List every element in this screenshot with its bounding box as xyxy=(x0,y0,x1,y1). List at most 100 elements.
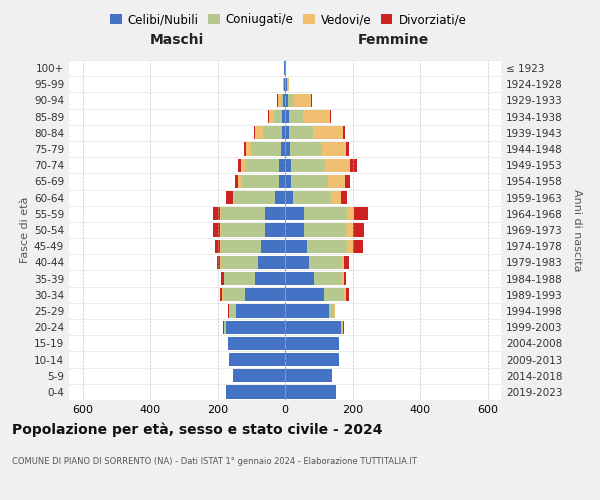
Bar xyxy=(220,256,221,269)
Bar xyxy=(220,224,221,236)
Bar xyxy=(220,207,221,220)
Bar xyxy=(285,320,341,334)
Bar xyxy=(223,320,224,334)
Bar xyxy=(254,126,263,140)
Bar xyxy=(285,386,335,398)
Bar xyxy=(233,191,235,204)
Bar xyxy=(291,175,328,188)
Bar xyxy=(226,320,285,334)
Legend: Celibi/Nubili, Coniugati/e, Vedovi/e, Divorziati/e: Celibi/Nubili, Coniugati/e, Vedovi/e, Di… xyxy=(105,8,471,31)
Bar xyxy=(220,240,221,253)
Bar xyxy=(283,78,284,91)
Bar xyxy=(229,353,285,366)
Bar xyxy=(289,126,313,140)
Bar xyxy=(244,142,245,156)
Bar xyxy=(254,272,285,285)
Bar xyxy=(245,288,285,302)
Bar xyxy=(295,94,311,107)
Bar xyxy=(215,240,220,253)
Bar xyxy=(344,288,346,302)
Bar xyxy=(285,78,287,91)
Bar xyxy=(350,158,357,172)
Bar xyxy=(284,78,285,91)
Bar xyxy=(288,78,289,91)
Bar xyxy=(214,207,220,220)
Bar xyxy=(238,175,242,188)
Y-axis label: Anni di nascita: Anni di nascita xyxy=(572,188,582,271)
Text: Maschi: Maschi xyxy=(150,33,204,47)
Bar xyxy=(354,207,368,220)
Bar xyxy=(304,207,347,220)
Bar xyxy=(285,191,293,204)
Bar xyxy=(221,240,262,253)
Bar xyxy=(285,272,314,285)
Bar xyxy=(265,207,285,220)
Bar xyxy=(278,94,281,107)
Bar xyxy=(343,320,344,334)
Bar xyxy=(289,110,302,124)
Bar xyxy=(293,191,331,204)
Bar xyxy=(291,158,325,172)
Bar xyxy=(275,191,285,204)
Bar xyxy=(245,142,251,156)
Bar xyxy=(229,304,236,318)
Bar xyxy=(283,94,285,107)
Bar xyxy=(241,158,245,172)
Bar xyxy=(285,158,291,172)
Bar xyxy=(221,256,258,269)
Bar xyxy=(223,288,245,302)
Bar xyxy=(341,191,347,204)
Bar xyxy=(324,288,344,302)
Bar xyxy=(258,256,285,269)
Bar xyxy=(285,175,291,188)
Bar xyxy=(346,224,353,236)
Bar xyxy=(235,175,238,188)
Bar xyxy=(242,175,279,188)
Bar xyxy=(334,304,335,318)
Bar xyxy=(285,110,289,124)
Bar xyxy=(285,62,286,74)
Text: COMUNE DI PIANO DI SORRENTO (NA) - Dati ISTAT 1° gennaio 2024 - Elaborazione TUT: COMUNE DI PIANO DI SORRENTO (NA) - Dati … xyxy=(12,458,417,466)
Bar xyxy=(214,224,220,236)
Bar xyxy=(285,288,324,302)
Bar xyxy=(224,272,254,285)
Bar xyxy=(235,191,275,204)
Bar xyxy=(262,240,285,253)
Bar xyxy=(343,126,345,140)
Bar xyxy=(285,336,339,350)
Bar xyxy=(284,62,285,74)
Bar xyxy=(347,240,353,253)
Bar xyxy=(285,256,308,269)
Bar xyxy=(287,78,288,91)
Bar xyxy=(285,207,304,220)
Bar xyxy=(285,240,307,253)
Bar xyxy=(226,191,233,204)
Bar xyxy=(263,126,281,140)
Bar xyxy=(353,224,364,236)
Bar xyxy=(274,110,283,124)
Bar xyxy=(236,304,285,318)
Bar xyxy=(311,94,313,107)
Bar xyxy=(288,94,295,107)
Bar xyxy=(281,94,283,107)
Bar xyxy=(221,207,265,220)
Bar xyxy=(221,224,265,236)
Bar xyxy=(245,158,279,172)
Bar xyxy=(329,110,331,124)
Bar xyxy=(220,288,222,302)
Bar xyxy=(233,369,285,382)
Bar xyxy=(328,175,345,188)
Bar xyxy=(265,224,285,236)
Bar xyxy=(346,288,349,302)
Bar xyxy=(341,320,343,334)
Bar xyxy=(290,142,322,156)
Bar xyxy=(347,207,354,220)
Bar xyxy=(221,272,224,285)
Bar xyxy=(322,142,346,156)
Bar xyxy=(353,240,362,253)
Y-axis label: Fasce di età: Fasce di età xyxy=(20,197,30,263)
Text: Femmine: Femmine xyxy=(358,33,428,47)
Bar xyxy=(304,224,346,236)
Bar xyxy=(251,142,281,156)
Bar xyxy=(285,369,332,382)
